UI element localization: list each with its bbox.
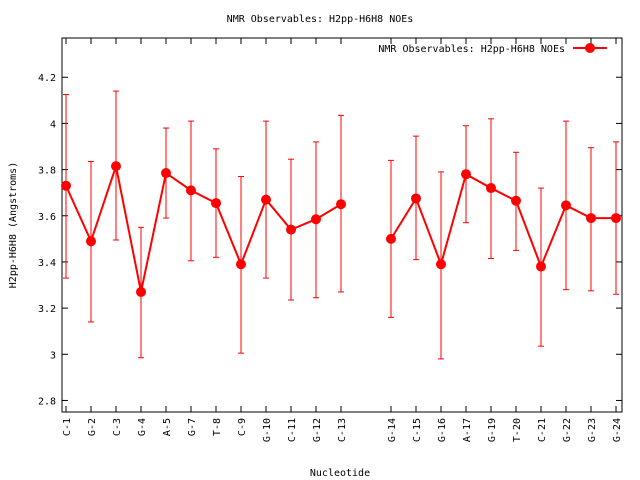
data-point — [286, 224, 296, 235]
y-tick-label: 4.2 — [38, 73, 56, 84]
data-point — [411, 193, 421, 204]
data-point — [111, 161, 121, 172]
y-tick-label: 2.8 — [38, 396, 56, 407]
x-tick-label: G-24 — [612, 418, 623, 442]
y-tick-label: 3 — [50, 350, 56, 361]
x-tick-label: C-1 — [62, 418, 73, 436]
series-line — [390, 172, 616, 270]
x-tick-label: C-11 — [287, 418, 298, 442]
x-axis-label: Nucleotide — [310, 468, 370, 479]
data-point — [436, 259, 446, 270]
data-point — [161, 168, 171, 179]
data-point — [336, 199, 346, 210]
data-point — [136, 286, 146, 297]
data-point — [586, 213, 596, 224]
x-tick-label: A-17 — [462, 418, 473, 442]
data-point — [386, 233, 396, 244]
x-tick-label: G-2 — [87, 418, 98, 436]
x-tick-label: C-9 — [237, 418, 248, 436]
x-tick-label: G-19 — [487, 418, 498, 442]
data-point — [211, 198, 221, 209]
data-point — [461, 169, 471, 180]
chart-title: NMR Observables: H2pp-H6H8 NOEs — [227, 14, 414, 25]
data-point — [261, 194, 271, 205]
data-point — [536, 261, 546, 272]
data-point — [236, 259, 246, 270]
x-tick-label: C-21 — [537, 418, 548, 442]
data-point — [511, 195, 521, 206]
legend-marker — [585, 43, 595, 53]
x-tick-label: T-8 — [212, 418, 223, 436]
data-point — [486, 183, 496, 194]
legend-label: NMR Observables: H2pp-H6H8 NOEs — [378, 44, 565, 55]
data-point — [186, 185, 196, 196]
x-tick-label: C-15 — [412, 418, 423, 442]
y-tick-label: 3.8 — [38, 166, 56, 177]
legend: NMR Observables: H2pp-H6H8 NOEs — [378, 43, 607, 55]
x-tick-label: G-23 — [587, 418, 598, 442]
y-axis-label: H2pp-H6H8 (Angstroms) — [8, 162, 19, 288]
x-tick-label: G-10 — [262, 418, 273, 442]
x-tick-label: C-3 — [112, 418, 123, 436]
x-tick-label: C-13 — [337, 418, 348, 442]
x-tick-label: G-7 — [187, 418, 198, 436]
data-point — [611, 213, 621, 224]
x-tick-label: T-20 — [512, 418, 523, 442]
y-tick-label: 4 — [50, 119, 56, 130]
plot-frame — [61, 37, 623, 413]
data-point — [86, 236, 96, 247]
series-line — [65, 162, 342, 293]
y-tick-label: 3.2 — [38, 304, 56, 315]
x-tick-label: G-22 — [562, 418, 573, 442]
data-point — [311, 214, 321, 225]
data-point — [561, 200, 571, 211]
x-tick-label: A-5 — [162, 418, 173, 436]
y-tick-label: 3.4 — [38, 258, 56, 269]
y-tick-label: 3.6 — [38, 212, 56, 223]
data-point — [61, 180, 71, 191]
x-tick-label: G-12 — [312, 418, 323, 442]
x-tick-label: G-16 — [437, 418, 448, 442]
x-tick-label: G-14 — [387, 418, 398, 442]
x-tick-label: G-4 — [137, 418, 148, 436]
